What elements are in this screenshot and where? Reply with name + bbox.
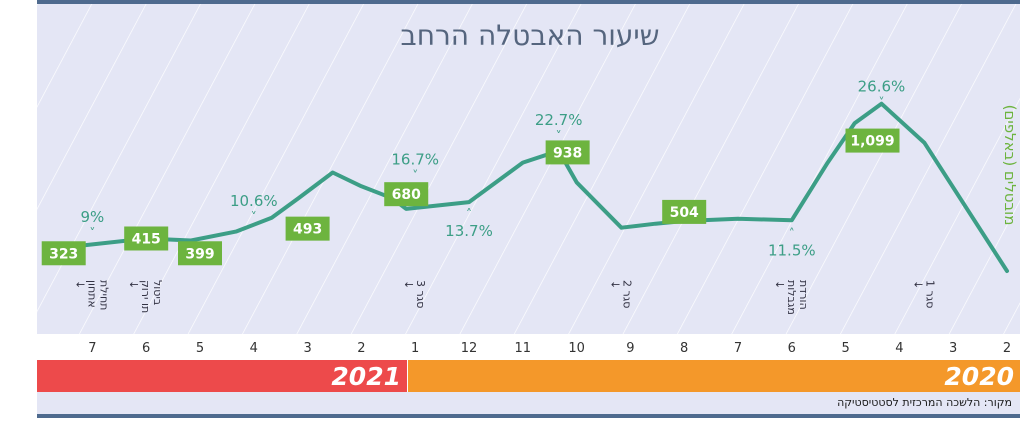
percent-label: 22.7% xyxy=(535,111,583,129)
value-box xyxy=(178,241,222,266)
caret-marker: ˄ xyxy=(466,207,472,221)
chart-title: שיעור האבטלה הרחב xyxy=(401,19,660,52)
source-bar: מקור: הלשכה המרכזית לסטטיסטיקה xyxy=(37,392,1020,414)
value-box xyxy=(285,216,330,241)
caret-marker: ˅ xyxy=(89,226,95,240)
event-label-line: אתחון xyxy=(85,280,98,308)
series-line xyxy=(81,101,1009,273)
x-tick-label: 10 xyxy=(568,341,585,356)
x-tick-label: 4 xyxy=(250,341,258,356)
value-box-label: 415 xyxy=(132,231,161,247)
x-tick-label: 9 xyxy=(626,341,634,356)
value-box xyxy=(545,140,590,165)
event-label-line: ביטול xyxy=(151,280,164,305)
percent-label: 13.7% xyxy=(445,222,493,240)
event-label-line: סגר 1 xyxy=(924,280,937,308)
series-layer xyxy=(81,101,1009,273)
event-label: סגר 1↓ xyxy=(912,280,937,308)
percent-label: 11.5% xyxy=(768,242,816,260)
event-label: סגר 2↓ xyxy=(608,280,633,308)
value-box-label: 1,099 xyxy=(850,134,894,150)
x-tick-label: 3 xyxy=(303,341,311,356)
x-tick-label: 2 xyxy=(1003,341,1011,356)
value-box-label: 399 xyxy=(185,246,214,262)
percent-label: 10.6% xyxy=(230,192,278,210)
event-label-line: סגר 3 xyxy=(414,280,427,308)
percent-annotations: 9%˅10.6%˅16.7%˅˄13.7%22.7%˅˄11.5%26.6%˅ xyxy=(81,78,906,260)
year-2021-label: 2021 xyxy=(331,362,401,391)
diagonal-hatching xyxy=(37,4,1020,334)
event-label-line: ↓ xyxy=(773,280,786,289)
x-tick-label: 6 xyxy=(142,341,150,356)
event-label-line: ↓ xyxy=(127,280,140,289)
event-label-line: סגר 2 xyxy=(620,280,633,308)
value-boxes: 323 415 399 493 680 938 504 1,099 xyxy=(41,128,900,266)
event-label-line: מגבלות xyxy=(785,280,798,315)
year-2020-bar: 2020 xyxy=(408,360,1020,392)
year-2021-bar: 2021 xyxy=(37,360,407,392)
event-label-line: ↓ xyxy=(402,280,415,289)
event-label-line: ↓ xyxy=(912,280,925,289)
y-axis-label: מובטלים (באלפים) xyxy=(1001,105,1019,226)
value-box xyxy=(124,226,169,251)
x-tick-label: 6 xyxy=(788,341,796,356)
percent-label: 9% xyxy=(81,208,105,226)
event-label-line: הורדת xyxy=(797,280,810,310)
x-tick-label: 7 xyxy=(734,341,742,356)
value-box xyxy=(845,128,900,153)
x-tick-label: 1 xyxy=(411,341,419,356)
value-box xyxy=(662,199,707,224)
event-label-line: ↓ xyxy=(608,280,621,289)
value-box-label: 493 xyxy=(293,222,322,238)
x-tick-label: 11 xyxy=(515,341,532,356)
percent-label: 16.7% xyxy=(391,151,439,169)
event-label-line: תו ירוק xyxy=(139,280,152,313)
event-label-line: ↓ xyxy=(73,280,86,289)
caret-marker: ˅ xyxy=(412,169,418,183)
bottom-border xyxy=(37,414,1020,418)
value-box-label: 504 xyxy=(670,205,699,221)
year-band: 2021 2020 xyxy=(37,360,1020,392)
x-tick-label: 2 xyxy=(357,341,365,356)
x-tick-label: 7 xyxy=(88,341,96,356)
event-label: סגר 3↓ xyxy=(402,280,427,308)
plot-background xyxy=(37,4,1020,334)
caret-marker: ˅ xyxy=(878,96,884,110)
x-tick-label: 12 xyxy=(461,341,478,356)
percent-label: 26.6% xyxy=(858,78,906,96)
source-text: מקור: הלשכה המרכזית לסטטיסטיקה xyxy=(837,396,1012,409)
year-2020-label: 2020 xyxy=(944,362,1014,391)
event-label-line: תחילת xyxy=(97,280,110,310)
caret-marker: ˅ xyxy=(251,210,257,224)
value-box-label: 323 xyxy=(49,246,78,262)
x-tick-label: 3 xyxy=(949,341,957,356)
value-box-label: 680 xyxy=(392,187,421,203)
x-tick-label: 4 xyxy=(895,341,903,356)
value-box xyxy=(384,182,429,207)
x-tick-label: 8 xyxy=(680,341,688,356)
x-tick-label: 5 xyxy=(196,341,204,356)
caret-marker: ˄ xyxy=(789,227,795,241)
top-border xyxy=(37,0,1020,4)
x-axis-band xyxy=(37,334,1020,358)
x-tick-label: 5 xyxy=(841,341,849,356)
value-box-label: 938 xyxy=(553,145,582,161)
value-box xyxy=(41,241,86,266)
chart-frame: 2021 2020 מקור: הלשכה המרכזית לסטטיסטיקה xyxy=(37,0,1020,423)
caret-marker: ˅ xyxy=(556,129,562,143)
